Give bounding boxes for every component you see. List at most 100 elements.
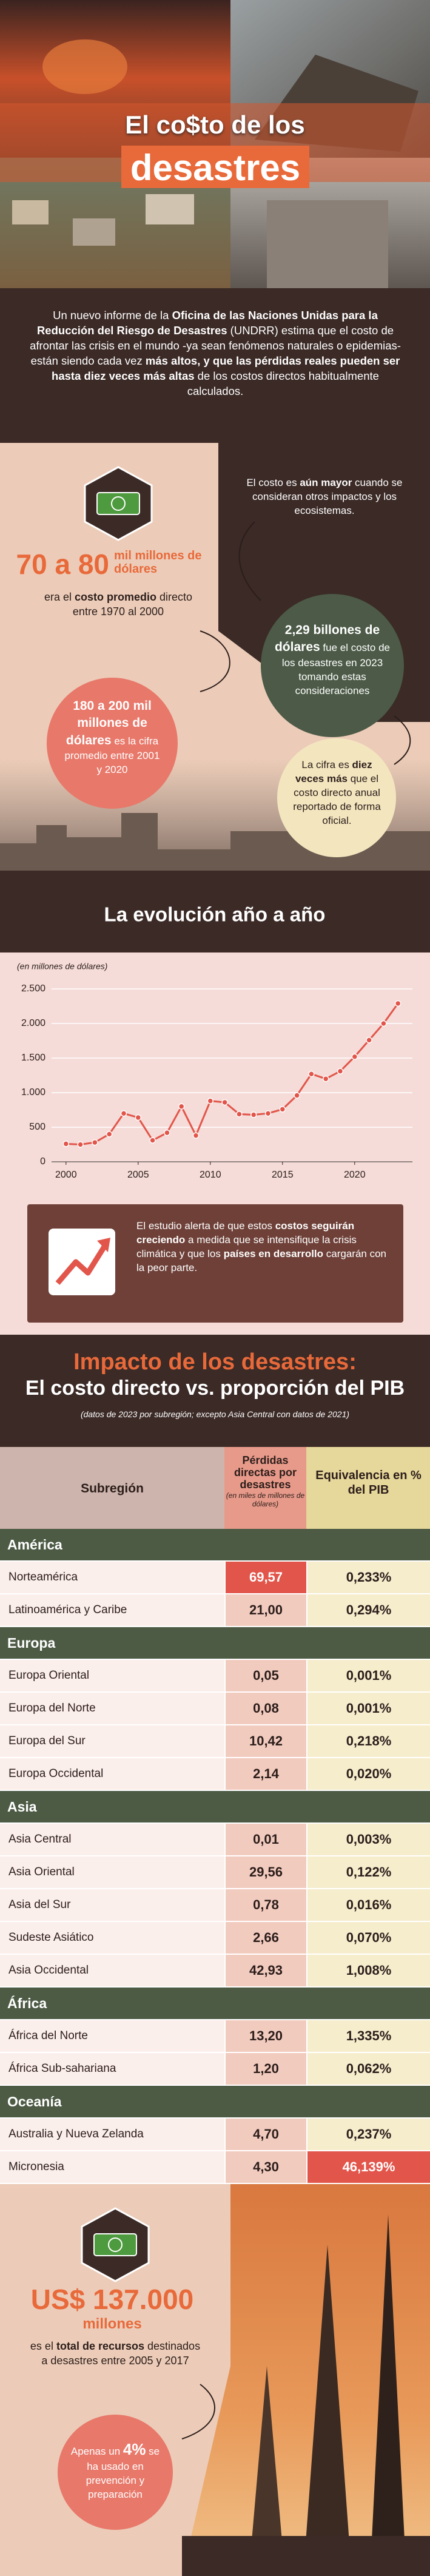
subregion: Europa Oriental bbox=[0, 1660, 224, 1693]
text: fue el costo de los desastres en 2023 to… bbox=[281, 642, 390, 696]
bill bbox=[96, 492, 140, 515]
data-point bbox=[351, 1053, 358, 1060]
data-point bbox=[77, 1141, 84, 1148]
text: costo promedio bbox=[74, 591, 156, 603]
text: costos seguirán creciendo bbox=[136, 1220, 355, 1246]
circle-comparison bbox=[277, 738, 396, 857]
stat-text: era el costo promedio directo entre 1970… bbox=[33, 590, 203, 619]
subregion: Asia Oriental bbox=[0, 1856, 224, 1889]
loss: 4,70 bbox=[224, 2119, 306, 2151]
data-point bbox=[322, 1075, 329, 1082]
loss: 21,00 bbox=[224, 1594, 306, 1627]
burned-tree bbox=[370, 2214, 406, 2576]
text: cuando se consideran otros impactos y lo… bbox=[252, 477, 403, 516]
text: más altos, y que las pérdidas reales pue… bbox=[52, 354, 400, 382]
subregion: Europa Occidental bbox=[0, 1758, 224, 1791]
data-line bbox=[66, 1003, 399, 1146]
table-note: (datos de 2023 por subregión; excepto As… bbox=[80, 1409, 350, 1419]
gdp-share: 0,233% bbox=[306, 1562, 430, 1594]
line-chart: La evolución año a año (en millones de d… bbox=[17, 903, 412, 1180]
text: 180 a 200 mil millones de dólares bbox=[66, 699, 152, 747]
subregion: Europa del Sur bbox=[0, 1725, 224, 1758]
gdp-share: 1,335% bbox=[306, 2020, 430, 2053]
loss: 2,14 bbox=[224, 1758, 306, 1791]
intro: Un nuevo informe de la Oficina de las Na… bbox=[24, 308, 406, 399]
text: era el bbox=[44, 591, 75, 603]
arrow bbox=[181, 2384, 215, 2439]
subregion: Asia Occidental bbox=[0, 1955, 224, 1988]
data-point bbox=[394, 1000, 401, 1007]
coin bbox=[108, 2237, 123, 2252]
x-tick-label: 2010 bbox=[200, 1170, 221, 1180]
loss: 0,78 bbox=[224, 1889, 306, 1922]
text: Oficina de las Naciones Unidas para la R… bbox=[36, 309, 378, 337]
data-point bbox=[207, 1097, 214, 1104]
gdp-share: 0,016% bbox=[306, 1889, 430, 1922]
text: se ha usado en prevención y preparación bbox=[86, 2446, 160, 2500]
subregion: África del Norte bbox=[0, 2020, 224, 2053]
header-cell bbox=[0, 1447, 224, 1529]
smoke bbox=[42, 39, 127, 94]
text: que el costo directo anual reportado de … bbox=[293, 772, 381, 826]
data-point bbox=[337, 1068, 344, 1074]
text: es la cifra promedio entre 2001 y 2020 bbox=[64, 735, 160, 775]
building bbox=[267, 200, 388, 288]
group-header: Oceanía bbox=[0, 2086, 430, 2119]
alert-text: El estudio alerta de que estos costos se… bbox=[136, 1219, 391, 1275]
text: de los costos directos habitualmente cal… bbox=[187, 369, 379, 397]
column-header: Pérdidas directas por desastres (en miles… bbox=[226, 1454, 305, 1508]
gdp-share: 0,070% bbox=[306, 1922, 430, 1955]
subregion: Micronesia bbox=[0, 2151, 224, 2184]
gdp-share: 0,122% bbox=[306, 1856, 430, 1889]
stat-comparison: La cifra es diez veces más que el costo … bbox=[290, 758, 384, 828]
x-tick-label: 2015 bbox=[272, 1170, 294, 1180]
text: Pérdidas directas por desastres bbox=[233, 1454, 297, 1491]
text: directo entre 1970 al 2000 bbox=[72, 591, 193, 618]
stat-note: El costo es aún mayor cuando se consider… bbox=[237, 476, 412, 518]
y-tick-label: 2.500 bbox=[21, 983, 45, 994]
subregion: África Sub-sahariana bbox=[0, 2053, 224, 2086]
burned-tree bbox=[249, 2366, 285, 2576]
arrow bbox=[394, 715, 411, 765]
trend-arrowhead bbox=[97, 1238, 110, 1252]
loss: 2,66 bbox=[224, 1922, 306, 1955]
subregion: Europa del Norte bbox=[0, 1693, 224, 1725]
text: El estudio alerta de que estos bbox=[136, 1220, 275, 1232]
group-header: África bbox=[0, 1988, 430, 2020]
x-tick-label: 2005 bbox=[127, 1170, 149, 1180]
column-note: (en miles de millones de dólares) bbox=[226, 1491, 305, 1508]
text: 2,29 billones de dólares bbox=[274, 623, 380, 655]
y-axis-label: (en millones de dólares) bbox=[17, 962, 107, 971]
data-point bbox=[120, 1110, 127, 1117]
gdp-share: 0,001% bbox=[306, 1693, 430, 1725]
bill bbox=[93, 2233, 137, 2256]
subregion: Australia y Nueva Zelanda bbox=[0, 2119, 224, 2151]
loss: 42,93 bbox=[224, 1955, 306, 1988]
house bbox=[146, 194, 194, 224]
loss: 1,20 bbox=[224, 2053, 306, 2086]
x-tick-label: 2020 bbox=[344, 1170, 366, 1180]
text: total de recursos bbox=[56, 2340, 144, 2352]
group-header: América bbox=[0, 1529, 430, 1562]
gdp-share: 0,218% bbox=[306, 1725, 430, 1758]
subregion: Norteamérica bbox=[0, 1562, 224, 1594]
data-point bbox=[308, 1070, 315, 1077]
header-cell bbox=[224, 1447, 306, 1529]
subregion: Sudeste Asiático bbox=[0, 1922, 224, 1955]
text: países en desarrollo bbox=[223, 1247, 324, 1259]
column-header: Subregión bbox=[81, 1482, 144, 1495]
loss: 0,08 bbox=[224, 1693, 306, 1725]
stat-figure: 70 a 80 bbox=[16, 548, 109, 580]
loss: 0,05 bbox=[224, 1660, 306, 1693]
data-point bbox=[380, 1020, 387, 1027]
resources-figure: US$ 137.000 bbox=[30, 2284, 194, 2315]
y-tick-label: 1.000 bbox=[21, 1087, 45, 1097]
gdp-share: 0,003% bbox=[306, 1824, 430, 1856]
y-tick-label: 0 bbox=[40, 1156, 45, 1167]
gdp-share: 0,294% bbox=[306, 1594, 430, 1627]
stat-total: 2,29 billones de dólares fue el costo de… bbox=[273, 622, 392, 698]
